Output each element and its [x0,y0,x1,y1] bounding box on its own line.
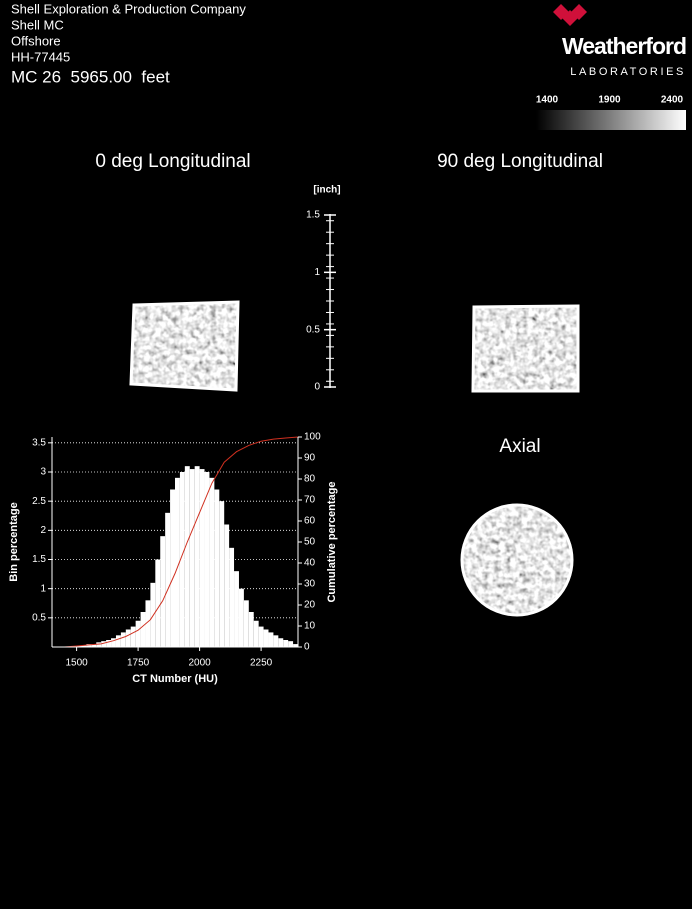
colorbar-tick-label: 2400 [661,95,684,106]
bar [189,469,195,647]
view-title: Axial [499,436,540,457]
depth-label: MC 26 5965.00 feet [11,67,170,86]
header-line: Shell Exploration & Production Company [11,1,246,16]
ct-image-0deg [129,300,240,392]
bar [278,638,284,647]
x-tick-label: 2000 [188,658,211,669]
bar [130,626,136,647]
bar [135,620,141,647]
y2-tick-label: 50 [304,537,316,548]
logo-mark [553,4,587,26]
bar [96,642,102,647]
y2-tick-label: 10 [304,621,316,632]
colorbar [536,110,686,130]
y2-tick-label: 80 [304,474,316,485]
colorbar-tick-label: 1900 [598,95,621,106]
y-tick-label: 2 [40,525,46,536]
y2-tick-label: 70 [304,495,316,506]
bar [150,582,156,647]
bar [234,571,239,647]
bar [258,626,264,647]
bar [91,644,97,647]
bar [160,536,166,647]
y2-tick-label: 30 [304,579,316,590]
bar [273,635,279,647]
bar [288,641,294,647]
colorbar-tick-label: 1400 [536,95,559,106]
bar [170,489,175,647]
y2-tick-label: 60 [304,516,316,527]
ct-image-90deg [471,304,580,393]
bar [155,559,161,647]
y-tick-label: 1.5 [32,554,46,565]
y2-tick-label: 0 [304,642,310,653]
cumulative-line [52,436,299,648]
scale-tick-label: 0 [314,382,320,393]
y-tick-label: 0.5 [32,612,46,623]
bar [224,524,230,647]
bar [145,600,151,647]
bar [243,600,249,647]
view-title: 90 deg Longitudinal [437,151,603,172]
bar [76,645,82,647]
bar [125,629,131,647]
logo-name: Weatherford [562,33,686,59]
header-line: Shell MC [11,17,64,32]
bar [179,472,185,647]
ct-image-axial [460,503,574,617]
y-tick-label: 1 [40,583,46,594]
y2-tick-label: 40 [304,558,316,569]
y2-tick-label: 20 [304,600,316,611]
bar [229,547,235,647]
y2-axis-label: Cumulative percentage [326,481,338,602]
bar [106,640,112,647]
y2-tick-label: 100 [304,432,321,443]
bar [263,629,269,647]
scale-tick-label: 1.5 [306,210,320,221]
bar [214,489,220,647]
x-tick-label: 2250 [250,658,273,669]
x-tick-label: 1750 [127,658,150,669]
bar [283,640,289,647]
bar [194,466,200,647]
y-tick-label: 3.5 [32,437,46,448]
view-title: 0 deg Longitudinal [95,151,250,172]
y-axis-label: Bin percentage [8,502,20,581]
bar [165,512,171,647]
bar [140,612,146,647]
bar [81,645,87,647]
bar [293,644,298,647]
y2-tick-label: 90 [304,453,316,464]
bar [115,635,121,647]
histogram-chart: 0.5 1 1.5 2 2.5 3 3.5 0 10 20 30 40 50 60 70 80 90 100 150… [8,432,338,685]
bar [248,612,254,647]
bar [111,638,116,647]
scale-unit: [inch] [313,185,340,196]
bar [86,644,92,647]
bar [268,632,274,647]
y-tick-label: 2.5 [32,496,46,507]
bar [253,620,259,647]
bar [199,469,205,647]
bar [219,501,225,647]
bar [120,632,126,647]
bar [184,466,190,647]
header-line: Offshore [11,33,61,48]
bar [101,641,107,647]
logo-subtitle: LABORATORIES [570,66,686,78]
x-axis-label: CT Number (HU) [132,673,218,685]
y-tick-label: 3 [40,467,46,478]
bar [204,472,210,647]
header-line: HH-77445 [11,49,70,64]
scale-tick-label: 1 [314,267,320,278]
x-tick-label: 1500 [65,658,88,669]
bar [175,477,180,647]
bar [209,477,215,647]
scale-tick-label: 0.5 [306,324,320,335]
